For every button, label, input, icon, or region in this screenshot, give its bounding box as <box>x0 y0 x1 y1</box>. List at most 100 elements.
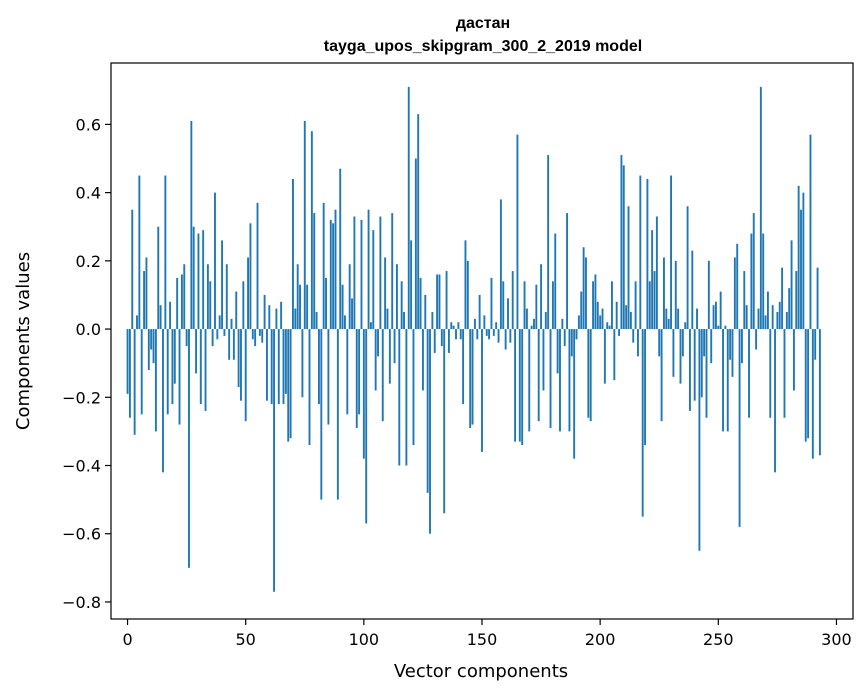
y-tick-label: 0.0 <box>76 320 101 339</box>
bar <box>190 120 193 330</box>
bar <box>757 308 760 330</box>
bar <box>419 277 422 330</box>
bar <box>554 233 557 330</box>
bar <box>601 308 604 330</box>
bar <box>199 329 202 405</box>
bar <box>206 264 209 330</box>
bar <box>362 329 365 459</box>
bar <box>700 329 703 398</box>
bar <box>594 274 597 330</box>
bar <box>781 267 784 330</box>
bar <box>424 294 427 330</box>
bar <box>152 329 155 364</box>
bar <box>816 267 819 330</box>
bar <box>613 329 616 381</box>
bar <box>455 329 457 340</box>
bar <box>705 329 708 418</box>
bar <box>249 223 252 330</box>
bar <box>464 240 467 330</box>
bar <box>294 308 297 330</box>
bar <box>417 114 420 330</box>
bar <box>301 329 304 398</box>
bar <box>809 134 812 330</box>
bar <box>627 206 630 330</box>
bar <box>258 329 261 336</box>
bar <box>651 230 654 330</box>
bar <box>185 329 188 347</box>
bar <box>783 329 786 418</box>
x-tick-label: 50 <box>236 630 256 649</box>
bar <box>235 291 238 330</box>
bar <box>426 329 429 493</box>
bar <box>388 329 391 384</box>
bar <box>216 329 219 340</box>
bar <box>136 315 138 330</box>
bar <box>797 185 800 330</box>
bar <box>698 329 701 551</box>
bar <box>145 257 148 330</box>
bar <box>715 301 717 330</box>
bar <box>573 329 576 459</box>
bar <box>421 329 424 391</box>
chart-subtitle: tayga_upos_skipgram_300_2_2019 model <box>324 38 642 55</box>
bar <box>618 329 620 336</box>
bar <box>188 329 190 568</box>
bar <box>722 329 724 432</box>
bar <box>391 213 394 330</box>
bar <box>162 329 164 473</box>
bar <box>733 257 736 330</box>
y-tick-label: 0.4 <box>76 184 101 203</box>
bar <box>537 329 540 422</box>
bar <box>488 329 491 340</box>
bar <box>230 318 233 330</box>
bar <box>436 274 439 330</box>
bar <box>774 329 776 473</box>
bar <box>360 219 363 330</box>
bar <box>693 329 696 401</box>
bar <box>372 230 375 330</box>
bar <box>384 257 387 330</box>
y-tick-label: 0.2 <box>76 252 101 271</box>
bar <box>308 329 311 446</box>
bar <box>192 226 195 330</box>
bar <box>164 175 167 330</box>
bar <box>166 329 169 415</box>
bar <box>492 329 495 336</box>
bar <box>771 305 774 330</box>
bar <box>634 281 637 330</box>
bar <box>287 329 290 442</box>
bar <box>405 329 408 466</box>
bar <box>663 257 665 330</box>
bar <box>677 308 680 330</box>
bar <box>511 271 514 330</box>
bar <box>358 329 361 415</box>
bar <box>228 329 231 360</box>
bar <box>225 264 228 330</box>
bar <box>469 329 472 428</box>
bar <box>169 301 172 330</box>
bar <box>778 301 781 330</box>
bar <box>159 305 162 330</box>
bar <box>412 329 415 446</box>
bar <box>481 329 483 452</box>
bar <box>214 192 216 330</box>
bar <box>580 291 583 330</box>
x-tick-label: 150 <box>467 630 498 649</box>
bar <box>344 315 346 330</box>
bar <box>800 209 802 330</box>
bar <box>339 168 342 330</box>
bar <box>691 250 694 330</box>
bar <box>525 308 528 330</box>
bar <box>740 329 743 364</box>
bar <box>599 315 602 330</box>
bar <box>570 329 573 357</box>
bar <box>178 329 181 425</box>
bar <box>684 322 687 330</box>
bar <box>459 329 462 340</box>
bar <box>407 86 410 330</box>
bar <box>764 315 767 330</box>
bar <box>322 202 325 330</box>
bar <box>147 329 150 370</box>
bar <box>776 312 779 330</box>
bar <box>341 284 344 330</box>
